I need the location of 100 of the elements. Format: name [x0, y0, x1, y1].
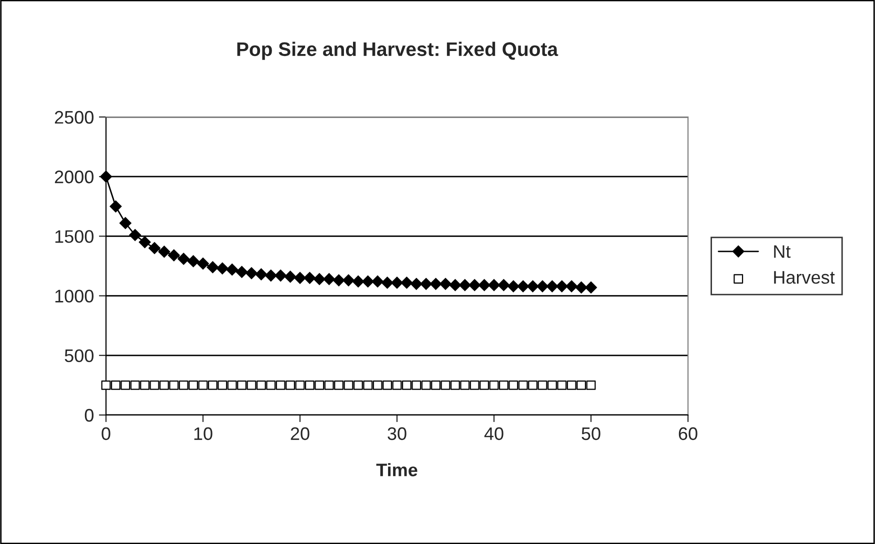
- y-tick-label: 1000: [55, 290, 94, 303]
- point: [119, 217, 132, 230]
- point: [256, 380, 266, 390]
- point: [158, 246, 170, 258]
- point: [264, 270, 277, 282]
- point: [323, 273, 336, 286]
- point: [412, 380, 422, 390]
- point: [430, 278, 442, 290]
- x-tick-label: 10: [194, 427, 212, 440]
- chart-title: Pop Size and Harvest: Fixed Quota: [237, 42, 558, 60]
- point: [206, 261, 219, 274]
- x-tick-label: 30: [388, 427, 406, 440]
- point: [324, 380, 334, 390]
- point: [547, 380, 557, 390]
- point: [470, 380, 480, 390]
- y-tick-label: 0: [84, 408, 94, 422]
- point: [129, 229, 142, 241]
- y-tick-label: 500: [64, 349, 94, 362]
- point: [101, 380, 111, 390]
- x-tick-label: 50: [582, 427, 600, 440]
- point: [480, 380, 490, 390]
- point: [498, 380, 508, 390]
- point: [255, 268, 268, 280]
- legend-label: Harvest: [774, 271, 835, 284]
- point: [148, 242, 160, 254]
- point: [344, 380, 354, 390]
- point: [276, 380, 286, 390]
- point: [440, 380, 450, 390]
- point: [178, 380, 188, 390]
- y-tick-label: 1500: [55, 230, 94, 243]
- point: [440, 278, 452, 290]
- point: [478, 279, 490, 292]
- point: [556, 280, 568, 292]
- y-tick-label: 2500: [54, 110, 94, 124]
- point: [536, 280, 548, 292]
- x-tick-label: 40: [484, 427, 504, 440]
- point: [460, 380, 470, 390]
- x-tick-label: 20: [290, 427, 310, 440]
- point: [468, 279, 481, 292]
- point: [391, 276, 403, 289]
- point: [284, 270, 296, 283]
- point: [450, 380, 460, 390]
- point: [130, 380, 140, 390]
- point: [538, 380, 548, 390]
- point: [421, 380, 431, 390]
- point: [381, 276, 394, 289]
- point: [313, 273, 326, 286]
- point: [208, 380, 218, 390]
- point: [526, 280, 539, 292]
- point: [274, 270, 287, 282]
- point: [372, 380, 382, 390]
- point: [363, 380, 373, 390]
- point: [216, 262, 228, 274]
- point: [266, 380, 276, 390]
- point: [382, 380, 392, 390]
- point: [517, 280, 530, 292]
- point: [334, 380, 344, 390]
- x-axis-title: Time: [376, 463, 418, 476]
- point: [518, 380, 528, 390]
- point: [576, 380, 586, 390]
- legend-label: Nt: [774, 245, 791, 258]
- point: [226, 264, 238, 276]
- point: [575, 282, 588, 294]
- point: [286, 380, 296, 390]
- point: [528, 380, 538, 390]
- point: [402, 380, 412, 390]
- point: [507, 280, 520, 292]
- point: [431, 380, 441, 390]
- point: [362, 276, 374, 288]
- point: [236, 266, 248, 278]
- point: [508, 380, 518, 390]
- point: [353, 380, 363, 390]
- point: [169, 380, 179, 390]
- point: [372, 276, 384, 288]
- point: [150, 380, 160, 390]
- point: [352, 276, 364, 288]
- point: [227, 380, 237, 390]
- point: [566, 280, 578, 292]
- point: [410, 278, 422, 290]
- point: [489, 380, 499, 390]
- point: [458, 279, 471, 292]
- point: [294, 272, 306, 284]
- point: [557, 380, 567, 390]
- point: [586, 380, 596, 390]
- point: [218, 380, 228, 390]
- point: [140, 380, 150, 390]
- point: [488, 279, 500, 292]
- point: [585, 282, 597, 294]
- point: [342, 274, 354, 286]
- point: [246, 267, 258, 280]
- point: [187, 255, 200, 268]
- point: [110, 200, 122, 212]
- point: [546, 280, 558, 292]
- point: [100, 170, 112, 183]
- point: [159, 380, 169, 390]
- point: [246, 380, 256, 390]
- point: [400, 276, 413, 289]
- point: [449, 279, 462, 292]
- point: [304, 380, 314, 390]
- point: [178, 252, 190, 265]
